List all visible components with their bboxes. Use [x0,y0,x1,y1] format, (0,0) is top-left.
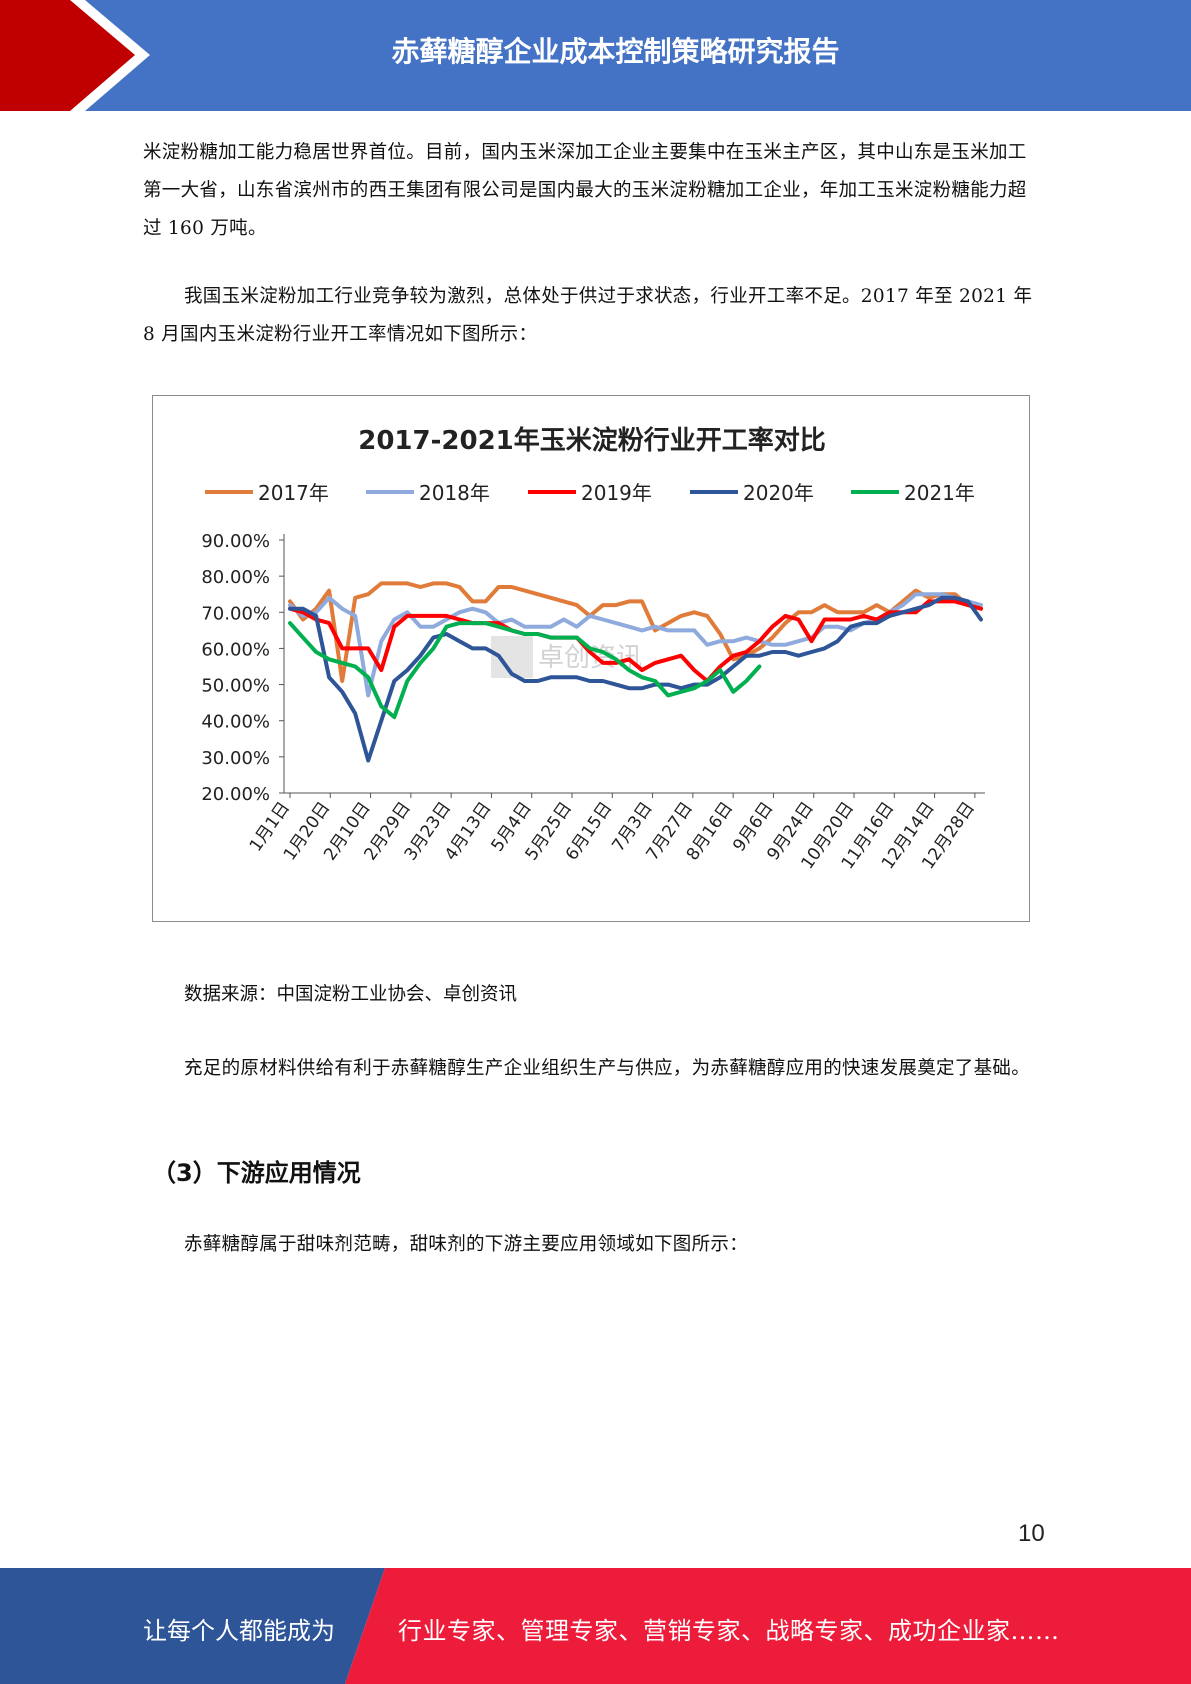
page-header: 赤藓糖醇企业成本控制策略研究报告 [0,0,1191,111]
y-tick-label-2: 70.00% [201,603,270,624]
y-tick-label-0: 90.00% [201,531,270,552]
chart-title: 2017-2021年玉米淀粉行业开工率对比 [358,425,826,456]
footer-slogan-left: 让每个人都能成为 [143,1617,335,1645]
paragraph-3: 充足的原材料供给有利于赤藓糖醇生产企业组织生产与供应，为赤藓糖醇应用的快速发展奠… [184,1058,1031,1079]
paragraph-2: 我国玉米淀粉加工行业竞争较为激烈，总体处于供过于求状态，行业开工率不足。2017… [143,286,1033,345]
paragraph-1: 米淀粉糖加工能力稳居世界首位。目前，国内玉米深加工企业主要集中在玉米主产区，其中… [143,142,1027,239]
y-tick-label-3: 60.00% [201,639,270,660]
header-title: 赤藓糖醇企业成本控制策略研究报告 [391,35,840,68]
line-chart: 2017-2021年玉米淀粉行业开工率对比 2017年 2018年 2019年 2020… [201,425,985,873]
legend-label-3: 2020年 [743,481,814,505]
legend-label-1: 2018年 [419,481,490,505]
legend-label-2: 2019年 [581,481,652,505]
series-line-3 [288,595,983,763]
chart-container: 2017-2021年玉米淀粉行业开工率对比 2017年 2018年 2019年 2020… [152,395,1030,922]
y-tick-label-1: 80.00% [201,567,270,588]
legend-label-4: 2021年 [904,481,975,505]
series-line-0 [288,581,983,683]
header-arrow-shape [0,0,150,111]
footer-slogan-right: 行业专家、管理专家、营销专家、战略专家、成功企业家…… [398,1617,1060,1645]
y-tick-label-7: 20.00% [201,784,270,805]
series-line-4 [288,621,762,720]
data-source-note: 数据来源：中国淀粉工业协会、卓创资讯 [184,984,518,1005]
section-heading: （3）下游应用情况 [152,1159,361,1187]
y-tick-label-5: 40.00% [201,712,270,733]
footer-background [0,1568,1191,1684]
paragraph-4: 赤藓糖醇属于甜味剂范畴，甜味剂的下游主要应用领域如下图所示： [184,1234,749,1255]
page-number: 10 [1018,1520,1045,1547]
series-line-2 [288,599,983,683]
legend-label-0: 2017年 [258,481,329,505]
page-footer: 让每个人都能成为 行业专家、管理专家、营销专家、战略专家、成功企业家…… [0,1568,1191,1684]
y-tick-label-6: 30.00% [201,748,270,769]
y-tick-label-4: 50.00% [201,676,270,697]
